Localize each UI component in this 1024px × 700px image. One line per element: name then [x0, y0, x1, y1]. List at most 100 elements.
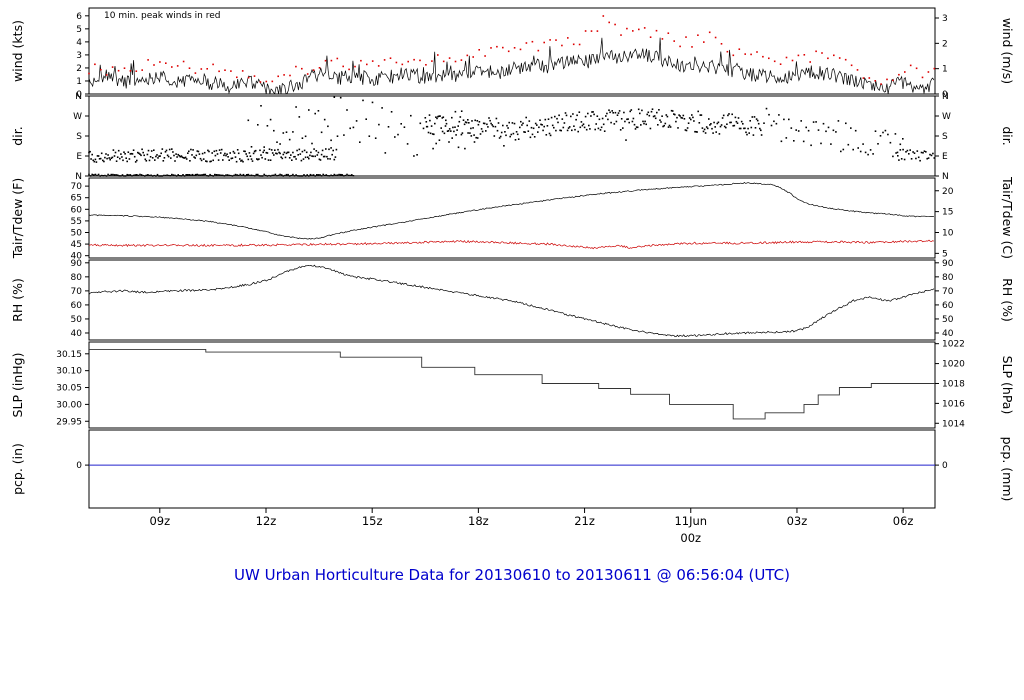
x-tick-label: 06z [893, 514, 914, 528]
temp-right-tick-label: 10 [942, 228, 954, 238]
dir-left-tick-label: W [73, 112, 82, 122]
x-axis: 09z 12z 15z 18z 21z 11Jun 00z 03z 06z [149, 508, 913, 545]
series-dir-calm-north [88, 173, 355, 177]
dir-right-tick-label: W [942, 112, 951, 122]
dir-right-tick-label: E [942, 152, 948, 162]
wind-left-axis-title: wind (kts) [10, 20, 25, 82]
slp-right-tick-label: 1020 [942, 360, 965, 370]
panel-slp: 29.95 30.00 30.05 30.10 30.15 1014 1016 1018 102… [10, 340, 1015, 430]
temp-left-axis-title: Tair/Tdew (F) [10, 178, 25, 259]
series-wind-peaks [88, 15, 936, 85]
dir-right-tick-label: N [942, 172, 949, 182]
slp-panel-border [88, 341, 936, 429]
x-tick-label: 21z [574, 514, 595, 528]
slp-left-axis-title: SLP (inHg) [10, 353, 25, 418]
series-tdew [88, 239, 935, 250]
rh-left-tick-label: 50 [71, 315, 83, 325]
temp-left-tick-label: 55 [71, 217, 82, 227]
slp-right-tick-label: 1016 [942, 399, 965, 409]
peak-winds-note: 10 min. peak winds in red [104, 11, 221, 21]
temp-left-tick-label: 70 [71, 182, 83, 192]
dir-right-tick-label: N [942, 92, 949, 102]
temp-right-tick-label: 15 [942, 208, 953, 218]
slp-right-tick-label: 1022 [942, 340, 965, 350]
dir-left-tick-label: E [76, 152, 82, 162]
slp-left-tick-label: 30.00 [56, 400, 82, 410]
dir-right-axis-title: dir. [1000, 126, 1015, 145]
rh-panel-border [88, 259, 936, 341]
pcp-right-axis-title: pcp. (mm) [1000, 437, 1015, 502]
rh-right-axis-title: RH (%) [1000, 278, 1015, 322]
series-dir-end-east [895, 148, 936, 162]
temp-left-tick-label: 45 [71, 240, 82, 250]
rh-left-tick-label: 40 [71, 329, 83, 339]
x-tick-label2: 00z [680, 531, 701, 545]
pcp-right-tick-label: 0 [942, 461, 948, 471]
dir-right-tick-label: S [942, 132, 948, 142]
wind-panel-border [88, 7, 936, 95]
wind-left-tick-label: 6 [76, 12, 82, 22]
slp-left-tick-label: 30.10 [56, 367, 82, 377]
rh-right-tick-label: 40 [942, 329, 954, 339]
rh-left-tick-label: 70 [71, 287, 83, 297]
rh-right-tick-label: 50 [942, 315, 954, 325]
rh-left-tick-label: 60 [71, 301, 83, 311]
x-tick-label: 03z [787, 514, 808, 528]
rh-left-axis-title: RH (%) [10, 278, 25, 322]
rh-left-tick-label: 90 [71, 259, 83, 269]
x-tick-label: 12z [256, 514, 277, 528]
temp-left-tick-label: 40 [71, 252, 83, 262]
temp-right-tick-label: 5 [942, 249, 948, 259]
slp-left-tick-label: 30.15 [56, 350, 82, 360]
x-tick-label: 09z [149, 514, 170, 528]
temp-right-tick-label: 20 [942, 187, 954, 197]
series-rh [88, 264, 935, 338]
panel-wind: 0 1 2 3 4 5 6 0 1 2 3 wind (kts) wind (m/s) 10 min. p… [10, 7, 1015, 100]
wind-left-tick-label: 1 [76, 77, 82, 87]
rh-right-tick-label: 80 [942, 273, 954, 283]
wind-right-axis-title: wind (m/s) [1000, 18, 1015, 84]
series-dir-early-east [88, 147, 338, 163]
series-tair [88, 182, 934, 240]
slp-left-tick-label: 29.95 [56, 417, 82, 427]
wind-left-tick-label: 3 [76, 51, 82, 61]
temp-left-tick-label: 65 [71, 194, 82, 204]
x-tick-label: 11Jun [674, 514, 707, 528]
slp-left-tick-label: 30.05 [56, 384, 82, 394]
pcp-left-axis-title: pcp. (in) [10, 443, 25, 495]
wind-right-tick-label: 0 [942, 90, 948, 100]
panel-rh: 40 50 60 70 80 90 40 50 60 70 80 90 RH (%) RH (%) [10, 259, 1015, 341]
slp-right-axis-title: SLP (hPa) [1000, 356, 1015, 415]
pcp-panel-border [88, 429, 936, 509]
wind-right-tick-label: 3 [942, 14, 948, 24]
series-dir-evening-southwest [424, 108, 762, 147]
rh-right-tick-label: 90 [942, 259, 954, 269]
series-slp [89, 348, 935, 420]
series-dir-midday-variable [247, 96, 479, 157]
series-wind-mean [88, 37, 935, 95]
temp-left-tick-label: 50 [71, 228, 83, 238]
dir-left-tick-label: N [75, 92, 82, 102]
dir-left-tick-label: N [75, 172, 82, 182]
x-tick-label: 18z [468, 514, 489, 528]
series-dir-late-veer [760, 107, 904, 158]
wind-left-tick-label: 0 [76, 90, 82, 100]
slp-right-tick-label: 1018 [942, 379, 965, 389]
wind-right-tick-label: 2 [942, 39, 948, 49]
pcp-left-tick-label: 0 [76, 461, 82, 471]
rh-right-tick-label: 60 [942, 301, 954, 311]
chart-title: UW Urban Horticulture Data for 20130610 … [234, 566, 790, 584]
dir-left-tick-label: S [76, 132, 82, 142]
wind-right-tick-label: 1 [942, 65, 948, 75]
dir-left-axis-title: dir. [10, 126, 25, 145]
temp-left-tick-label: 60 [71, 205, 83, 215]
temp-right-axis-title: Tair/Tdew (C) [1000, 176, 1015, 259]
dir-panel-border [88, 95, 936, 177]
temp-panel-border [88, 177, 936, 259]
wind-left-tick-label: 5 [76, 25, 82, 35]
rh-right-tick-label: 70 [942, 287, 954, 297]
